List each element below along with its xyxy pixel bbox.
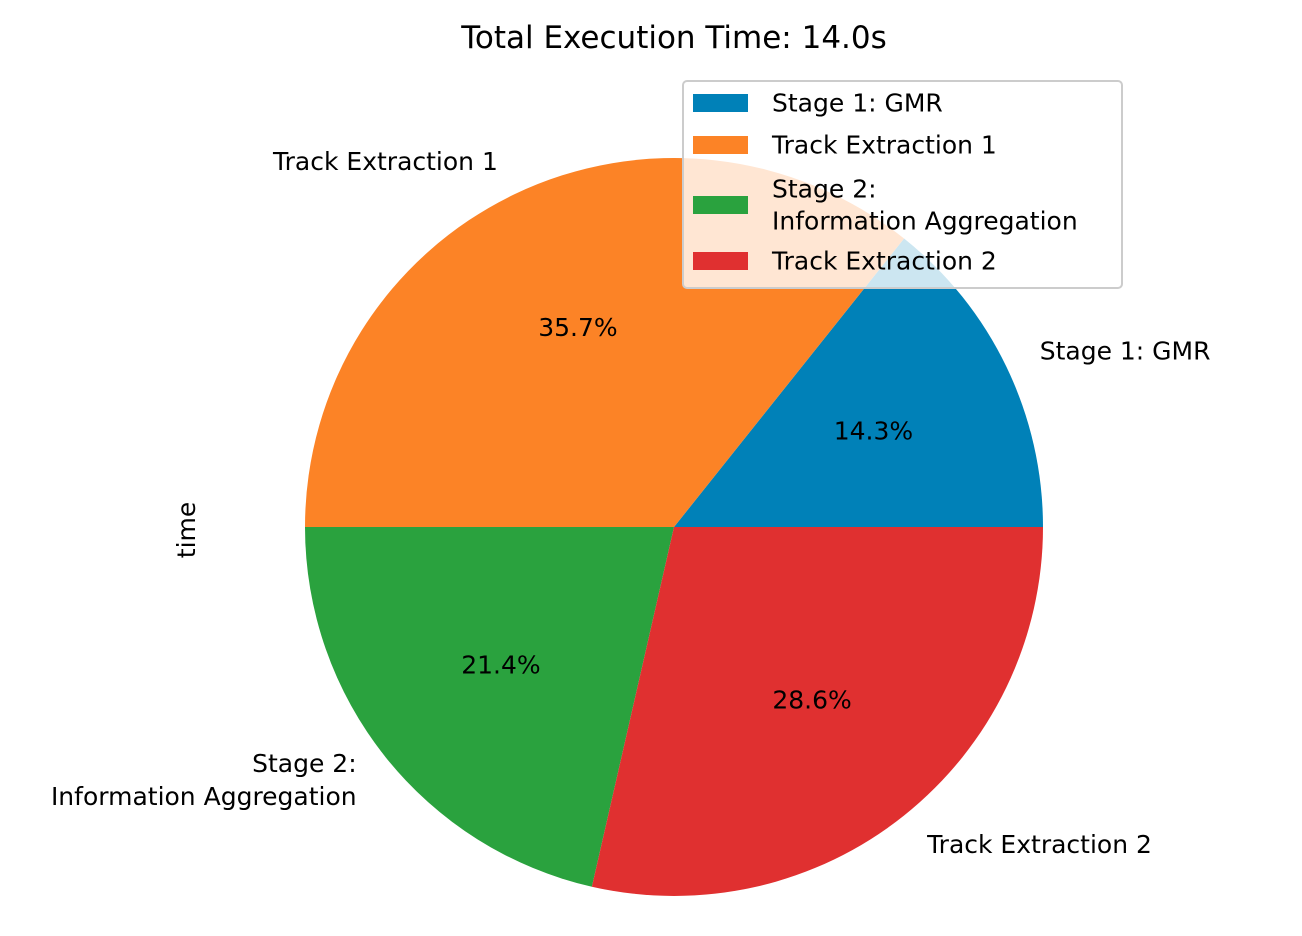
legend-swatch-track-extraction-2 [693, 252, 748, 270]
legend-swatch-stage-2-information-aggregation [693, 196, 748, 214]
slice-label-track-extraction-2: Track Extraction 2 [926, 830, 1152, 859]
pie-slice-stage-1-gmr [674, 238, 1043, 527]
legend-swatch-stage-1-gmr [693, 94, 748, 112]
percent-label-stage-1-gmr: 14.3% [834, 416, 913, 445]
legend-frame [682, 80, 1123, 289]
chart-title: Total Execution Time: 14.0s [460, 20, 887, 56]
legend-label-track-extraction-1: Track Extraction 1 [771, 131, 997, 160]
pie-slice-stage-2-information-aggregation [305, 527, 674, 887]
slice-labels: Stage 1: GMR Track Extraction 1 Stage 2: In… [51, 147, 1211, 859]
legend-label-stage-1-gmr: Stage 1: GMR [772, 89, 943, 118]
percent-label-stage-2-information-aggregation: 21.4% [461, 651, 540, 680]
legend-swatch-track-extraction-1 [693, 136, 748, 154]
legend-label-stage-2-information-aggregation: Stage 2: Information Aggregation [772, 175, 1078, 236]
y-axis-label: time [172, 502, 201, 558]
slice-label-stage-2-information-aggregation: Stage 2: Information Aggregation [51, 749, 357, 811]
slice-label-stage-1-gmr: Stage 1: GMR [1040, 336, 1211, 365]
percent-label-track-extraction-2: 28.6% [772, 686, 851, 715]
percent-labels: 14.3% 35.7% 21.4% 28.6% [461, 313, 913, 715]
pie-slice-track-extraction-2 [591, 527, 1043, 897]
legend-label-track-extraction-2: Track Extraction 2 [771, 247, 997, 276]
slice-label-track-extraction-1: Track Extraction 1 [272, 147, 498, 176]
percent-label-track-extraction-1: 35.7% [538, 313, 617, 342]
legend: Stage 1: GMR Track Extraction 1 Stage 2: In… [682, 80, 1123, 289]
